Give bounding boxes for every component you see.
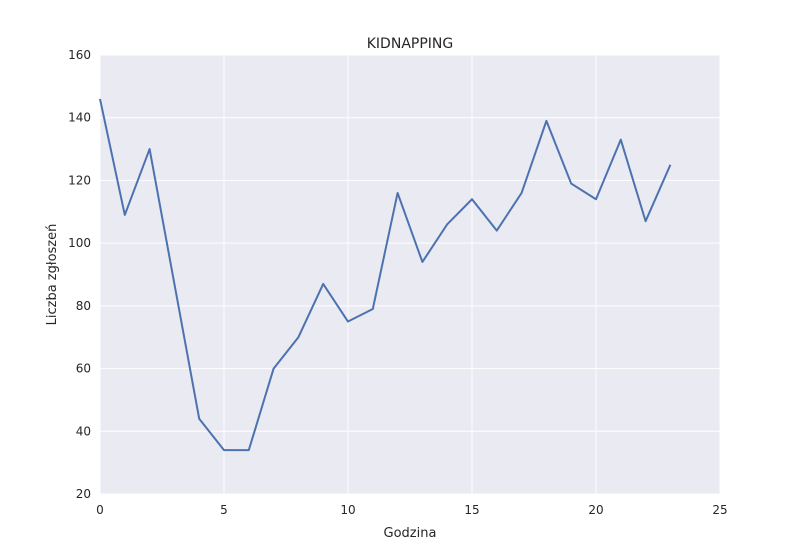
x-tick-label: 10: [340, 503, 355, 517]
y-tick-label: 20: [76, 487, 91, 501]
x-tick-label: 5: [220, 503, 228, 517]
y-tick-label: 160: [68, 48, 91, 62]
y-tick-label: 120: [68, 173, 91, 187]
x-axis-ticks: 0 5 10 15 20 25: [96, 503, 727, 517]
x-tick-label: 25: [712, 503, 727, 517]
series-line: [99, 98, 672, 452]
plot-area: [100, 55, 720, 494]
y-tick-label: 40: [76, 424, 91, 438]
y-tick-label: 140: [68, 111, 91, 125]
grid-lines: [99, 54, 721, 495]
y-axis-label: Liczba zgłoszeń: [45, 224, 60, 326]
y-axis-ticks: 20 40 60 80 100 120 140 160: [68, 48, 91, 501]
chart-title: KIDNAPPING: [367, 36, 453, 52]
series-layer: [99, 98, 672, 452]
y-tick-label: 100: [68, 236, 91, 250]
y-tick-label: 80: [76, 299, 91, 313]
y-tick-label: 60: [76, 362, 91, 376]
x-axis-label: Godzina: [384, 526, 437, 541]
x-tick-label: 15: [464, 503, 479, 517]
x-tick-label: 20: [588, 503, 603, 517]
x-tick-label: 0: [96, 503, 104, 517]
